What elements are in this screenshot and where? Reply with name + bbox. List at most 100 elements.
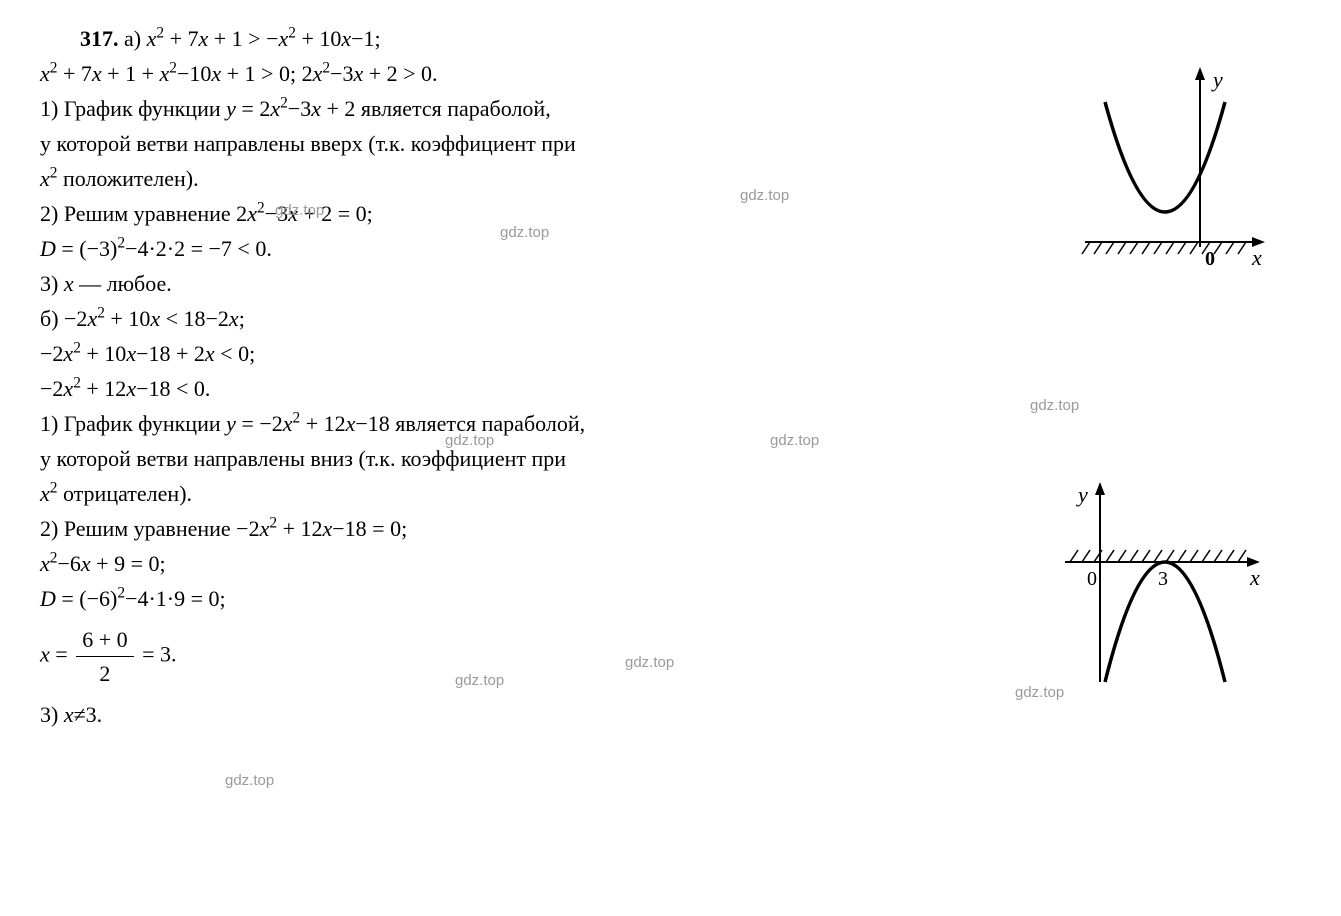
text: + 12	[81, 376, 126, 401]
var-x: x	[229, 306, 239, 331]
fraction: 6 + 02	[76, 623, 133, 690]
text: −10	[177, 61, 211, 86]
text: −6	[57, 551, 80, 576]
text: = 2	[236, 96, 270, 121]
line-14: x2 отрицателен).	[40, 477, 880, 510]
var-x: x	[81, 551, 91, 576]
sup: 2	[97, 305, 105, 322]
text: −3	[265, 201, 288, 226]
var-x: x	[40, 642, 50, 667]
text: + 12	[300, 411, 345, 436]
text: 3)	[40, 271, 64, 296]
var-x: x	[311, 96, 321, 121]
var-x: x	[353, 61, 363, 86]
var-x: x	[341, 26, 351, 51]
var-x: x	[40, 481, 50, 506]
text: −3	[288, 96, 311, 121]
sup: 2	[280, 95, 288, 112]
var-D: D	[40, 586, 56, 611]
var-x: x	[40, 61, 50, 86]
text: = 3.	[137, 642, 177, 667]
line-11: −2x2 + 12x−18 < 0.	[40, 372, 880, 405]
var-x: x	[126, 341, 136, 366]
sup: 2	[257, 200, 265, 217]
sup: 2	[117, 235, 125, 252]
problem-number: 317.	[80, 26, 119, 51]
var-x: x	[260, 516, 270, 541]
text: отрицателен).	[57, 481, 192, 506]
line-8: 3) x — любое.	[40, 267, 880, 300]
watermark: gdz.top	[225, 770, 274, 793]
var-x: x	[205, 341, 215, 366]
var-x: x	[211, 61, 221, 86]
var-D: D	[40, 236, 56, 261]
text: −18 + 2	[136, 341, 205, 366]
var-x: x	[126, 376, 136, 401]
text: + 10	[296, 26, 341, 51]
var-x: x	[346, 411, 356, 436]
text: + 10	[105, 306, 150, 331]
var-x: x	[63, 341, 73, 366]
main-text: 317. а) x2 + 7x + 1 > −x2 + 10x−1; x2 + …	[40, 22, 880, 731]
text: −1;	[351, 26, 381, 51]
line-2: x2 + 7x + 1 + x2−10x + 1 > 0; 2x2−3x + 2…	[40, 57, 880, 90]
line-10: −2x2 + 10x−18 + 2x < 0;	[40, 337, 880, 370]
var-x: x	[87, 306, 97, 331]
var-x: x	[270, 96, 280, 121]
text: + 7	[164, 26, 198, 51]
text: = (−6)	[56, 586, 117, 611]
y-label: y	[1076, 482, 1088, 507]
line-18: x = 6 + 02 = 3.	[40, 623, 880, 690]
line-19: 3) x≠3.	[40, 698, 880, 731]
text: =	[50, 642, 73, 667]
var-x: x	[92, 61, 102, 86]
origin-label: 0	[1087, 568, 1097, 590]
origin-label: 0	[1205, 248, 1215, 270]
sup: 2	[169, 60, 177, 77]
text: + 1 > −	[208, 26, 278, 51]
line-12: 1) График функции y = −2x2 + 12x−18 явля…	[40, 407, 880, 440]
line-1: 317. а) x2 + 7x + 1 > −x2 + 10x−1;	[40, 22, 880, 55]
text: + 1 +	[102, 61, 160, 86]
sup: 2	[73, 340, 81, 357]
text: а)	[124, 26, 147, 51]
var-x: x	[147, 26, 157, 51]
line-4: у которой ветви направлены вверх (т.к. к…	[40, 127, 880, 160]
line-6: 2) Решим уравнение 2x2−3x + 2 = 0;	[40, 197, 880, 230]
graph2-svg: y x 0 3	[1050, 472, 1270, 692]
sup: 2	[73, 375, 81, 392]
line-9: б) −2x2 + 10x < 18−2x;	[40, 302, 880, 335]
text: −18 < 0.	[136, 376, 210, 401]
line-13: у которой ветви направлены вниз (т.к. ко…	[40, 442, 880, 475]
text: −3	[330, 61, 353, 86]
var-x: x	[40, 166, 50, 191]
text: < 0;	[215, 341, 256, 366]
text: −2	[40, 341, 63, 366]
var-x: x	[63, 376, 73, 401]
sup: 2	[156, 25, 164, 42]
var-x: x	[288, 201, 298, 226]
var-y: y	[226, 96, 236, 121]
var-y: y	[226, 411, 236, 436]
line-16: x2−6x + 9 = 0;	[40, 547, 880, 580]
line-15: 2) Решим уравнение −2x2 + 12x−18 = 0;	[40, 512, 880, 545]
var-x: x	[40, 551, 50, 576]
var-x: x	[283, 411, 293, 436]
text: + 12	[277, 516, 322, 541]
text: < 18−2	[160, 306, 229, 331]
text: + 10	[81, 341, 126, 366]
x-label: x	[1249, 565, 1260, 590]
text: 1) График функции	[40, 96, 226, 121]
numerator: 6 + 0	[76, 623, 133, 657]
line-3: 1) График функции y = 2x2−3x + 2 являетс…	[40, 92, 880, 125]
text: у которой ветви направлены вверх (т.к. к…	[40, 131, 576, 156]
var-x: x	[150, 306, 160, 331]
vertex-label: 3	[1158, 568, 1168, 590]
var-x: x	[159, 61, 169, 86]
graph-parabola-up: y x 0	[1070, 62, 1270, 272]
var-x: x	[247, 201, 257, 226]
line-7: D = (−3)2−4·2·2 = −7 < 0.	[40, 232, 880, 265]
text: ;	[239, 306, 245, 331]
text: + 2 = 0;	[298, 201, 373, 226]
var-x: x	[64, 271, 74, 296]
